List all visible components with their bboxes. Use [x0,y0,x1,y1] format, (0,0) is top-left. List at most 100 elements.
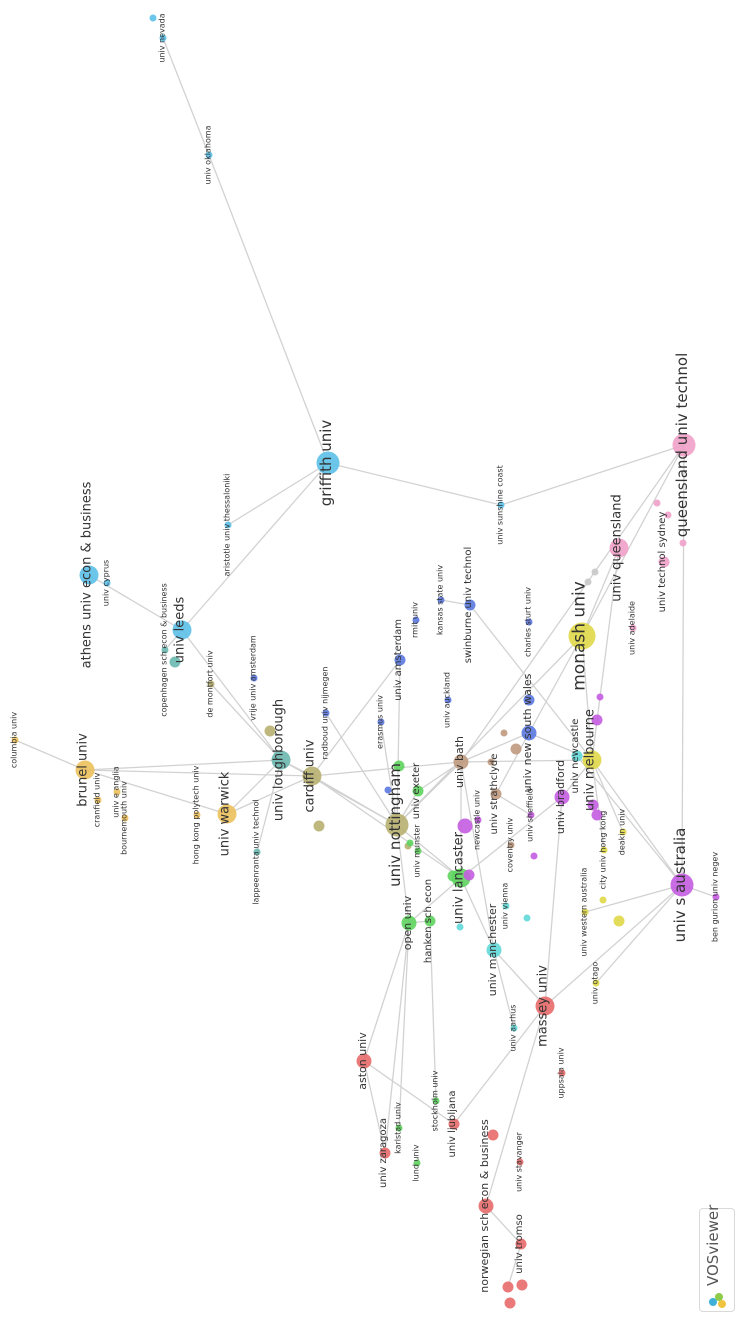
node-copenhagen-sch-econ-business[interactable] [161,646,169,654]
node-cy2[interactable] [523,914,531,922]
node-pu5[interactable] [596,693,604,701]
label-norwegian-sch-econ-business[interactable]: norwegian sch econ & business [478,1119,491,1293]
label-hanken-sch-econ[interactable]: hanken sch econ [423,879,434,963]
node-univ-warwick[interactable] [217,804,237,824]
node-gr2[interactable] [584,578,592,586]
node-pu3[interactable] [530,852,538,860]
node-univ-new-south-wales[interactable] [521,725,537,741]
node-ol2[interactable] [264,725,276,737]
node-stockholm-univ[interactable] [432,1097,440,1105]
node-pk3[interactable] [664,511,672,519]
node-gn3[interactable] [447,870,459,882]
label-univ-stavanger[interactable]: univ stavanger [514,1131,523,1192]
label-massey-univ[interactable]: massey univ [536,965,551,1047]
label-charles-sturt-univ[interactable]: charles sturt univ [523,587,532,657]
label-univ-s-australia[interactable]: univ s australia [671,828,689,943]
label-univ-western-australia[interactable]: univ western australia [579,867,588,956]
node-univ-manchester[interactable] [486,942,502,958]
label-univ-melbourne[interactable]: univ melbourne [583,709,598,811]
label-univ-amsterdam[interactable]: univ amsterdam [393,619,404,701]
node-univ-sunshine-coast[interactable] [497,501,505,509]
node-db2[interactable] [523,694,535,706]
label-univ-nevada[interactable]: univ nevada [157,13,166,62]
node-univ-auckland[interactable] [444,696,452,704]
node-univ-nottingham[interactable] [385,813,409,837]
label-copenhagen-sch-econ-business[interactable]: copenhagen sch econ & business [159,583,168,717]
node-radboud-univ-nijmegen[interactable] [322,709,330,717]
label-univ-zaragoza[interactable]: univ zaragoza [378,1118,389,1188]
label-coventry-univ[interactable]: coventry univ [505,817,514,872]
node-rd2[interactable] [502,1281,514,1293]
node-univ-queensland[interactable] [609,538,629,558]
label-rmit-univ[interactable]: rmit univ [410,602,419,638]
label-uppsala-univ[interactable]: uppsala univ [556,1047,565,1098]
node-pu7[interactable] [587,799,599,811]
label-monash-univ[interactable]: monash univ [569,581,589,691]
node-karlstad-univ[interactable] [395,1124,403,1132]
node-ye1[interactable] [599,896,607,904]
label-aristotle-univ-thessaloniki[interactable]: aristotle univ thessaloniki [222,474,231,577]
label-radboud-univ-nijmegen[interactable]: radboud univ nijmegen [320,667,329,760]
node-coventry-univ[interactable] [507,841,515,849]
label-athens-univ-econ-business[interactable]: athens univ econ & business [80,481,95,668]
node-univ-newcastle[interactable] [571,750,583,762]
node-norwegian-sch-econ-business[interactable] [478,1198,494,1214]
node-lappeenranta-univ-technol[interactable] [253,848,261,856]
label-deakin-univ[interactable]: deakin univ [617,809,626,856]
node-uppsala-univ[interactable] [558,1069,566,1077]
node-hanken-sch-econ[interactable] [424,915,436,927]
label-univ-loughborough[interactable]: univ loughborough [272,699,287,821]
label-karlstad-univ[interactable]: karlstad univ [393,1102,402,1154]
node-columbia-univ[interactable] [11,736,19,744]
node-queensland-univ-technol[interactable] [672,433,696,457]
label-univ-sheffield[interactable]: univ sheffield [525,788,534,842]
node-de-montfort-univ[interactable] [207,680,215,688]
label-newcastle-univ[interactable]: newcastle univ [472,790,481,850]
node-city-univ-hong-kong[interactable] [600,846,608,854]
node-griffith-univ[interactable] [316,451,340,475]
node-monash-univ[interactable] [568,622,596,650]
node-rd1[interactable] [487,1129,499,1141]
label-griffith-univ[interactable]: griffith univ [317,420,335,507]
node-univ-bath[interactable] [453,754,469,770]
node-aston-univ[interactable] [356,1053,372,1069]
node-rd3[interactable] [516,1279,528,1291]
label-univ-strathclyde[interactable]: univ strathclyde [489,754,500,835]
label-univ-ljubljana[interactable]: univ ljubljana [447,1091,458,1158]
node-nev2[interactable] [149,14,157,22]
label-univ-munster[interactable]: univ munster [412,824,421,878]
label-kansas-state-univ[interactable]: kansas state univ [435,565,444,635]
node-open-univ[interactable] [401,915,417,931]
label-univ-bradford[interactable]: univ bradford [554,760,567,834]
node-db3[interactable] [384,786,392,794]
node-univ-s-australia[interactable] [670,873,694,897]
label-univ-tromso[interactable]: univ tromso [514,1214,525,1274]
node-pu6[interactable] [591,714,603,726]
node-erasmus-univ[interactable] [377,718,385,726]
node-univ-sheffield[interactable] [527,811,535,819]
node-ye2[interactable] [613,915,625,927]
node-pk1[interactable] [653,499,661,507]
node-charles-sturt-univ[interactable] [525,618,533,626]
node-univ-ljubljana[interactable] [448,1118,460,1130]
label-aston-univ[interactable]: aston univ [356,1032,369,1090]
node-univ-exeter[interactable] [412,785,424,797]
node-univ-cyprus[interactable] [103,579,111,587]
label-erasmus-univ[interactable]: erasmus univ [375,695,384,749]
node-deakin-univ[interactable] [619,828,627,836]
node-newcastle-univ[interactable] [474,816,482,824]
node-univ-bradford[interactable] [554,789,570,805]
node-pu1[interactable] [457,818,473,834]
node-pu2[interactable] [463,869,475,881]
label-univ-aarhus[interactable]: univ aarhus [508,1005,517,1052]
label-de-montfort-univ[interactable]: de montfort univ [205,650,214,717]
label-cranfield-univ[interactable]: cranfield univ [92,772,101,827]
label-univ-e-anglia[interactable]: univ e anglia [111,766,120,818]
node-massey-univ[interactable] [535,996,555,1016]
label-ben-gurion-univ-negev[interactable]: ben gurion univ negev [710,852,719,942]
node-cranfield-univ[interactable] [94,796,102,804]
label-city-univ-hong-kong[interactable]: city univ hong kong [598,811,607,890]
node-brunel-univ[interactable] [75,760,95,780]
node-pk2[interactable] [679,539,687,547]
label-univ-new-south-wales[interactable]: univ new south wales [521,673,534,792]
